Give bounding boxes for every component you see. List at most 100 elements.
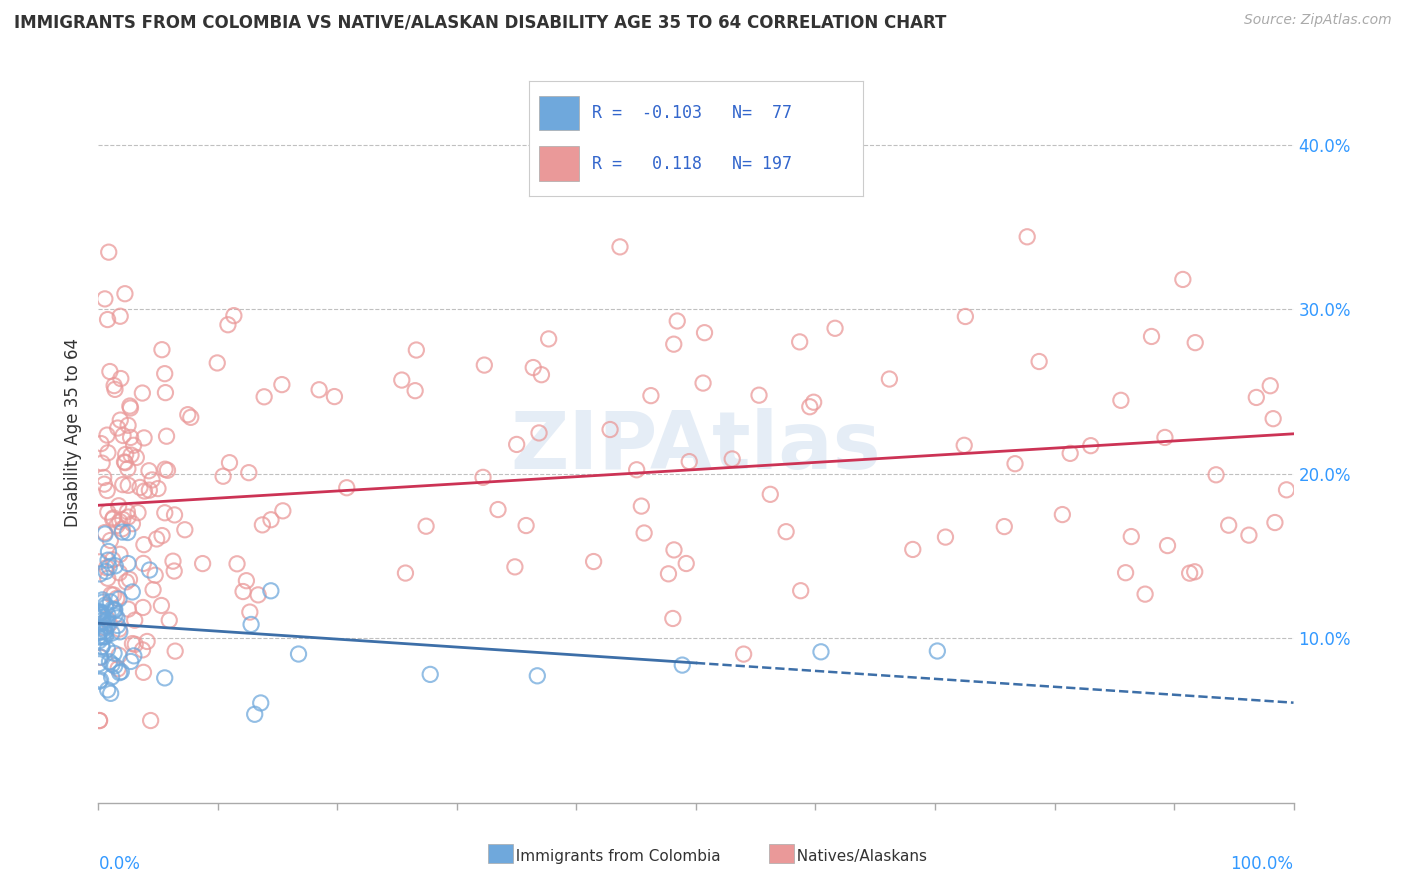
Point bbox=[89, 617, 111, 632]
Point bbox=[89, 674, 111, 689]
Point bbox=[93, 630, 115, 644]
Point bbox=[90, 650, 112, 665]
Point bbox=[803, 395, 825, 409]
Point bbox=[97, 571, 120, 585]
Point bbox=[530, 368, 553, 382]
Point bbox=[103, 646, 125, 660]
Point bbox=[1080, 439, 1102, 453]
Point bbox=[94, 525, 117, 540]
Point bbox=[177, 408, 200, 422]
Point bbox=[90, 640, 112, 654]
Point bbox=[163, 508, 186, 522]
Point bbox=[1052, 508, 1074, 522]
Point bbox=[155, 385, 177, 400]
Point bbox=[235, 574, 257, 588]
Point bbox=[671, 658, 693, 673]
Point bbox=[108, 648, 131, 663]
Point bbox=[662, 611, 685, 625]
Point bbox=[93, 620, 115, 634]
Point bbox=[108, 547, 131, 561]
Point bbox=[111, 477, 134, 491]
Point bbox=[165, 644, 187, 658]
Point bbox=[120, 655, 142, 669]
Point bbox=[191, 557, 214, 571]
Point bbox=[108, 566, 131, 580]
Point bbox=[121, 585, 143, 599]
Point bbox=[98, 616, 121, 631]
Point bbox=[253, 390, 276, 404]
Point bbox=[108, 515, 131, 529]
Point bbox=[153, 462, 176, 476]
Point bbox=[89, 605, 111, 619]
Point bbox=[105, 591, 128, 606]
Point bbox=[111, 522, 134, 536]
Text: IMMIGRANTS FROM COLOMBIA VS NATIVE/ALASKAN DISABILITY AGE 35 TO 64 CORRELATION C: IMMIGRANTS FROM COLOMBIA VS NATIVE/ALASK… bbox=[14, 13, 946, 31]
Point bbox=[100, 588, 122, 602]
Point bbox=[626, 463, 648, 477]
Point bbox=[89, 624, 111, 639]
Point bbox=[87, 630, 110, 644]
Point bbox=[112, 428, 135, 442]
Point bbox=[121, 637, 143, 651]
Point bbox=[121, 516, 143, 531]
Point bbox=[131, 643, 153, 657]
Point bbox=[120, 401, 142, 415]
Point bbox=[134, 483, 156, 498]
Point bbox=[101, 602, 124, 616]
Text: Immigrants from Colombia: Immigrants from Colombia bbox=[506, 849, 721, 863]
Point bbox=[218, 456, 240, 470]
Point bbox=[108, 591, 131, 606]
Point bbox=[155, 429, 177, 443]
Point bbox=[103, 378, 125, 392]
Point bbox=[107, 421, 129, 435]
Point bbox=[91, 640, 114, 654]
Point bbox=[824, 321, 846, 335]
Point bbox=[100, 670, 122, 684]
Point bbox=[1264, 516, 1286, 530]
Point bbox=[90, 673, 112, 687]
Point bbox=[243, 707, 266, 722]
Point bbox=[993, 519, 1015, 533]
Point bbox=[163, 564, 186, 578]
Point bbox=[136, 634, 159, 648]
Point bbox=[89, 607, 111, 622]
Point bbox=[1133, 587, 1156, 601]
Point bbox=[630, 499, 652, 513]
Point bbox=[139, 714, 162, 728]
Point bbox=[153, 671, 176, 685]
Point bbox=[640, 389, 662, 403]
Point bbox=[232, 584, 254, 599]
Point bbox=[678, 454, 700, 468]
Point bbox=[1205, 467, 1227, 482]
Point bbox=[110, 371, 132, 385]
Point bbox=[117, 505, 139, 519]
Point bbox=[759, 487, 782, 501]
Point bbox=[515, 518, 537, 533]
Point bbox=[505, 437, 527, 451]
Point bbox=[118, 399, 141, 413]
Point bbox=[666, 314, 689, 328]
Point bbox=[94, 565, 117, 579]
Point bbox=[150, 343, 173, 357]
Point bbox=[247, 588, 270, 602]
Point bbox=[1109, 393, 1132, 408]
Point bbox=[132, 557, 155, 571]
Point bbox=[222, 309, 245, 323]
Point bbox=[132, 538, 155, 552]
Point bbox=[260, 513, 283, 527]
Point bbox=[150, 528, 173, 542]
Point bbox=[89, 555, 111, 569]
Point bbox=[748, 388, 770, 402]
Point bbox=[582, 555, 605, 569]
Point bbox=[108, 624, 131, 639]
Point bbox=[1263, 411, 1285, 425]
Point bbox=[522, 360, 544, 375]
Point bbox=[117, 525, 139, 540]
Point bbox=[87, 657, 110, 671]
Point bbox=[138, 464, 160, 478]
Point bbox=[96, 560, 118, 574]
Text: ZIPAtlas: ZIPAtlas bbox=[510, 409, 882, 486]
Point bbox=[391, 373, 413, 387]
Point bbox=[1184, 335, 1206, 350]
Point bbox=[114, 286, 136, 301]
